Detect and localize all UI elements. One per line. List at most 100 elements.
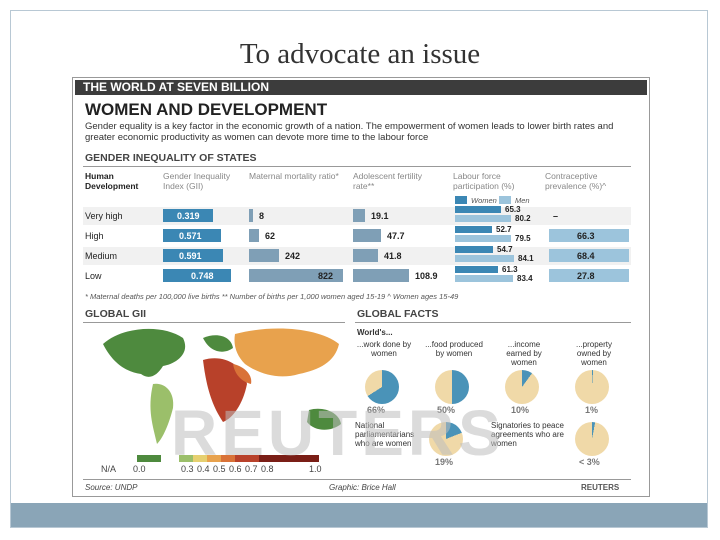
credit-text: Graphic: Brice Hall bbox=[329, 483, 396, 492]
labour-women-value: 61.3 bbox=[502, 265, 518, 274]
contraceptive-value: 66.3 bbox=[577, 231, 595, 241]
gii-bar bbox=[163, 209, 213, 222]
fact-pie bbox=[435, 370, 469, 404]
scale-label: 1.0 bbox=[309, 464, 322, 474]
watermark-logo: REUTERS bbox=[171, 397, 505, 469]
labour-men-bar bbox=[455, 235, 511, 242]
divider bbox=[83, 479, 631, 480]
scale-swatch bbox=[259, 455, 319, 462]
contraceptive-bar bbox=[549, 269, 629, 282]
map-asia bbox=[234, 328, 339, 377]
divider bbox=[83, 166, 631, 167]
worlds-label: World's... bbox=[357, 328, 393, 337]
maternal-bar bbox=[249, 249, 279, 262]
col-gii: Gender Inequality Index (GII) bbox=[163, 171, 231, 191]
adolescent-value: 41.8 bbox=[384, 251, 402, 261]
map-africa bbox=[203, 358, 247, 422]
adolescent-bar bbox=[353, 249, 378, 262]
gii-bar bbox=[163, 229, 221, 242]
maternal-value: 62 bbox=[265, 231, 276, 241]
fact-pie bbox=[429, 422, 463, 456]
scale-label: 0.4 bbox=[197, 464, 210, 474]
fact-label: ...income earned by women bbox=[506, 340, 542, 367]
fact-value: 10% bbox=[511, 405, 530, 415]
fact-value: < 3% bbox=[579, 457, 600, 467]
labour-women-value: 54.7 bbox=[497, 245, 513, 254]
labour-women-value: 52.7 bbox=[496, 225, 512, 234]
labour-men-bar bbox=[455, 255, 514, 262]
scale-swatch bbox=[193, 455, 207, 462]
inequality-section-title: GENDER INEQUALITY OF STATES bbox=[85, 152, 257, 164]
slide-footer-bar bbox=[11, 503, 707, 527]
scale-label: N/A bbox=[101, 464, 117, 474]
labour-women-bar bbox=[455, 226, 492, 233]
col-maternal: Maternal mortality ratio* bbox=[249, 171, 339, 181]
intro-text: Gender equality is a key factor in the e… bbox=[85, 121, 614, 143]
col-human-development: Human Development bbox=[85, 171, 139, 191]
fact-label: ...food produced by women bbox=[425, 340, 483, 358]
labour-men-value: 83.4 bbox=[517, 274, 533, 283]
scale-label: 0.0 bbox=[133, 464, 146, 474]
adolescent-value: 47.7 bbox=[387, 231, 405, 241]
labour-men-bar bbox=[455, 215, 511, 222]
fact-label: National parliamentarians who are women bbox=[355, 421, 415, 448]
contraceptive-bar bbox=[549, 229, 629, 242]
labour-men-value: 80.2 bbox=[515, 214, 531, 223]
gii-bar bbox=[163, 249, 223, 262]
fact-pie bbox=[365, 370, 399, 404]
legend-women-label: Women bbox=[471, 196, 497, 205]
adolescent-value: 108.9 bbox=[415, 271, 438, 281]
fact-label: ...property owned by women bbox=[575, 340, 612, 367]
gii-value: 0.748 bbox=[191, 271, 214, 281]
row-label-low: Low bbox=[85, 271, 102, 281]
maternal-value: 8 bbox=[259, 211, 265, 221]
divider bbox=[83, 322, 345, 323]
maternal-bar bbox=[249, 229, 259, 242]
fact-label: ...work done by women bbox=[356, 340, 412, 358]
scale-label: 0.6 bbox=[229, 464, 242, 474]
map-europe bbox=[203, 335, 233, 352]
scale-swatch bbox=[221, 455, 235, 462]
scale-swatch bbox=[207, 455, 221, 462]
scale-label: 0.5 bbox=[213, 464, 226, 474]
slide-title: To advocate an issue bbox=[239, 38, 481, 70]
scale-swatch bbox=[137, 455, 161, 462]
labour-women-value: 65.3 bbox=[505, 205, 521, 214]
legend-men-label: Men bbox=[515, 196, 530, 205]
contraceptive-value: 27.8 bbox=[577, 271, 595, 281]
slide-frame bbox=[10, 10, 708, 528]
contraceptive-value: – bbox=[553, 211, 559, 221]
labour-women-bar bbox=[455, 246, 493, 253]
maternal-value: 242 bbox=[285, 251, 301, 261]
gii-bar bbox=[163, 269, 231, 282]
legend-men-swatch bbox=[499, 196, 511, 204]
map-middle-east bbox=[233, 364, 252, 384]
infographic-image: THE WORLD AT SEVEN BILLION WOMEN AND DEV… bbox=[72, 77, 650, 497]
divider bbox=[355, 322, 631, 323]
source-text: Source: UNDP bbox=[85, 483, 138, 492]
map-australia bbox=[307, 408, 341, 430]
labour-women-bar bbox=[455, 206, 501, 213]
scale-label: 0.7 bbox=[245, 464, 258, 474]
fact-pie bbox=[505, 370, 539, 404]
col-labour: Labour force participation (%) bbox=[453, 171, 515, 191]
reuters-logo: REUTERS bbox=[581, 483, 620, 492]
adolescent-bar bbox=[353, 229, 381, 242]
scale-swatch bbox=[235, 455, 259, 462]
maternal-bar bbox=[249, 269, 343, 282]
headline: WOMEN AND DEVELOPMENT bbox=[85, 100, 328, 119]
gii-value: 0.319 bbox=[177, 211, 200, 221]
map-title: GLOBAL GII bbox=[85, 308, 147, 320]
gii-value: 0.591 bbox=[179, 251, 202, 261]
fact-value: 19% bbox=[435, 457, 454, 467]
fact-value: 1% bbox=[585, 405, 599, 415]
fact-pie bbox=[575, 422, 609, 456]
contraceptive-bar bbox=[549, 249, 629, 262]
maternal-bar bbox=[249, 209, 253, 222]
maternal-value: 822 bbox=[318, 271, 334, 281]
fact-label: Signatories to peace agreements who are … bbox=[491, 421, 564, 448]
adolescent-value: 19.1 bbox=[371, 211, 389, 221]
scale-swatch bbox=[179, 455, 193, 462]
row-label-high: High bbox=[85, 231, 104, 241]
row-label-very-high: Very high bbox=[85, 211, 123, 221]
